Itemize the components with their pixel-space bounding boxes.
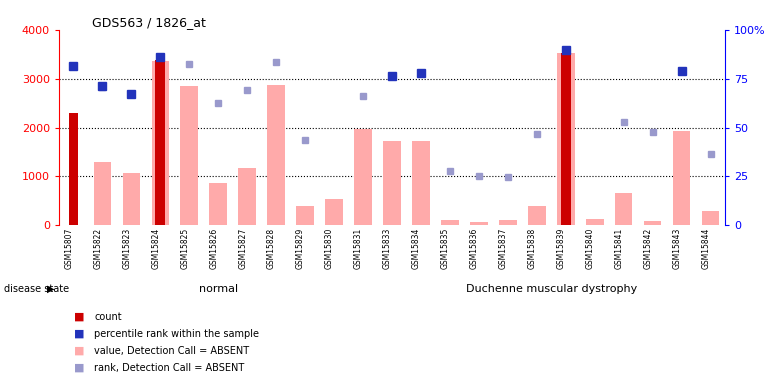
Bar xyxy=(68,113,78,225)
Bar xyxy=(644,221,662,225)
Bar xyxy=(155,60,165,225)
Bar xyxy=(93,162,111,225)
Bar xyxy=(702,211,720,225)
Text: ■: ■ xyxy=(74,329,85,339)
Text: GDS563 / 1826_at: GDS563 / 1826_at xyxy=(93,16,206,29)
Bar xyxy=(238,168,256,225)
Text: percentile rank within the sample: percentile rank within the sample xyxy=(94,329,259,339)
Text: rank, Detection Call = ABSENT: rank, Detection Call = ABSENT xyxy=(94,363,245,372)
Text: GSM15844: GSM15844 xyxy=(702,228,711,269)
Text: GSM15827: GSM15827 xyxy=(238,228,247,269)
Bar xyxy=(441,220,459,225)
Text: GSM15822: GSM15822 xyxy=(93,228,102,268)
Text: GSM15843: GSM15843 xyxy=(673,228,682,269)
Text: GSM15839: GSM15839 xyxy=(557,228,566,269)
Bar xyxy=(499,220,517,225)
Bar xyxy=(586,219,604,225)
Bar xyxy=(615,194,633,225)
Text: GSM15838: GSM15838 xyxy=(528,228,537,269)
Bar xyxy=(267,85,285,225)
Bar xyxy=(383,141,401,225)
Bar xyxy=(354,129,372,225)
Text: GSM15837: GSM15837 xyxy=(499,228,508,269)
Text: Duchenne muscular dystrophy: Duchenne muscular dystrophy xyxy=(466,284,637,294)
Text: GSM15842: GSM15842 xyxy=(644,228,653,269)
Text: GSM15824: GSM15824 xyxy=(151,228,160,269)
Bar xyxy=(209,183,227,225)
Bar xyxy=(325,199,343,225)
Text: GSM15830: GSM15830 xyxy=(325,228,334,269)
Text: GSM15825: GSM15825 xyxy=(180,228,189,269)
Text: GSM15829: GSM15829 xyxy=(296,228,305,269)
Bar xyxy=(557,53,575,225)
Text: ■: ■ xyxy=(74,346,85,355)
Text: value, Detection Call = ABSENT: value, Detection Call = ABSENT xyxy=(94,346,249,355)
Text: ■: ■ xyxy=(74,312,85,322)
Text: GSM15826: GSM15826 xyxy=(209,228,218,269)
Text: normal: normal xyxy=(198,284,238,294)
Text: count: count xyxy=(94,312,122,322)
Text: GSM15833: GSM15833 xyxy=(383,228,392,269)
Bar xyxy=(561,53,571,225)
Text: GSM15831: GSM15831 xyxy=(354,228,363,269)
Bar xyxy=(412,141,430,225)
Text: GSM15828: GSM15828 xyxy=(267,228,276,268)
Text: GSM15834: GSM15834 xyxy=(412,228,421,269)
Bar xyxy=(151,61,169,225)
Bar xyxy=(528,206,546,225)
Bar xyxy=(180,86,198,225)
Text: disease state: disease state xyxy=(4,284,69,294)
Text: GSM15835: GSM15835 xyxy=(441,228,450,269)
Text: GSM15807: GSM15807 xyxy=(64,228,73,269)
Text: GSM15823: GSM15823 xyxy=(122,228,131,269)
Text: GSM15841: GSM15841 xyxy=(615,228,624,269)
Text: GSM15840: GSM15840 xyxy=(586,228,595,269)
Bar xyxy=(673,131,691,225)
Text: ▶: ▶ xyxy=(47,284,55,294)
Text: ■: ■ xyxy=(74,363,85,372)
Bar xyxy=(122,173,140,225)
Text: GSM15836: GSM15836 xyxy=(470,228,479,269)
Bar xyxy=(296,207,314,225)
Bar xyxy=(470,222,488,225)
